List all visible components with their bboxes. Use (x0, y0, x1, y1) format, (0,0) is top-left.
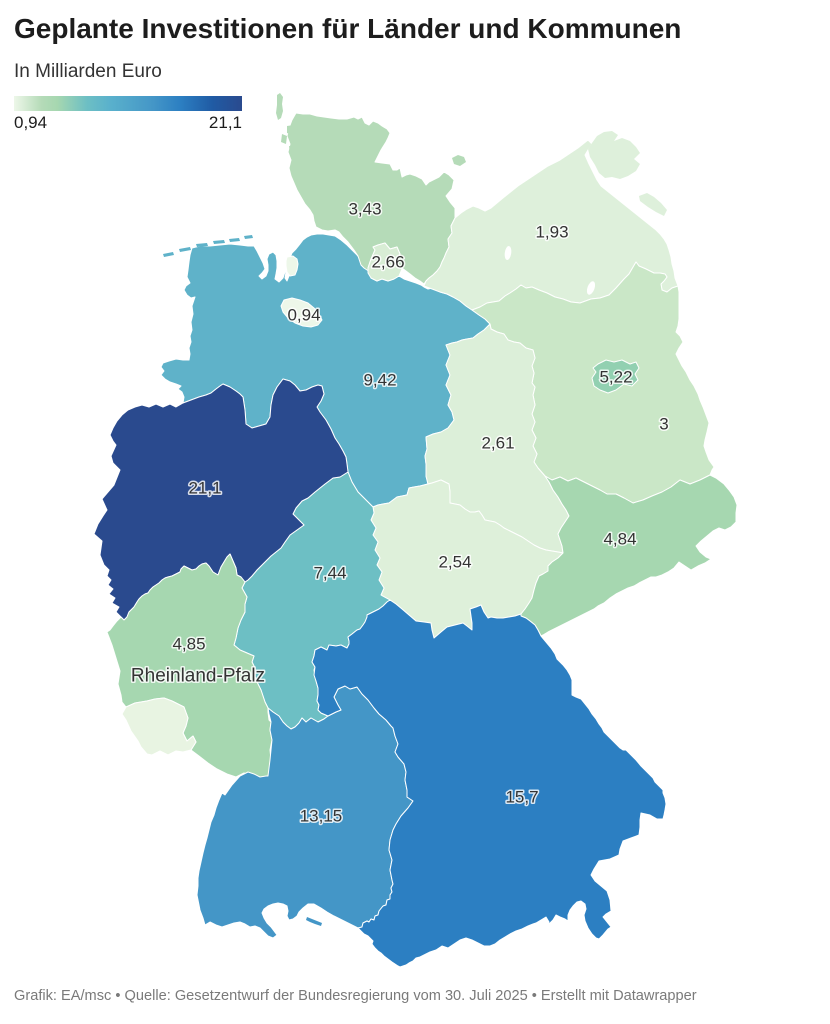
svg-text:2,61: 2,61 (481, 434, 514, 453)
svg-text:5,22: 5,22 (599, 368, 632, 387)
svg-text:3: 3 (659, 415, 668, 434)
svg-text:7,44: 7,44 (313, 564, 346, 583)
svg-text:15,7: 15,7 (505, 788, 538, 807)
svg-text:Rheinland-Pfalz: Rheinland-Pfalz (131, 666, 265, 687)
svg-text:9,42: 9,42 (363, 371, 396, 390)
svg-text:4,85: 4,85 (172, 635, 205, 654)
svg-text:0,94: 0,94 (287, 306, 320, 325)
svg-text:3,43: 3,43 (348, 200, 381, 219)
svg-text:21,1: 21,1 (188, 479, 221, 498)
svg-text:4,84: 4,84 (603, 530, 636, 549)
svg-text:13,15: 13,15 (300, 807, 343, 826)
svg-text:1,93: 1,93 (535, 223, 568, 242)
svg-text:2,66: 2,66 (371, 253, 404, 272)
svg-text:2,54: 2,54 (438, 553, 471, 572)
